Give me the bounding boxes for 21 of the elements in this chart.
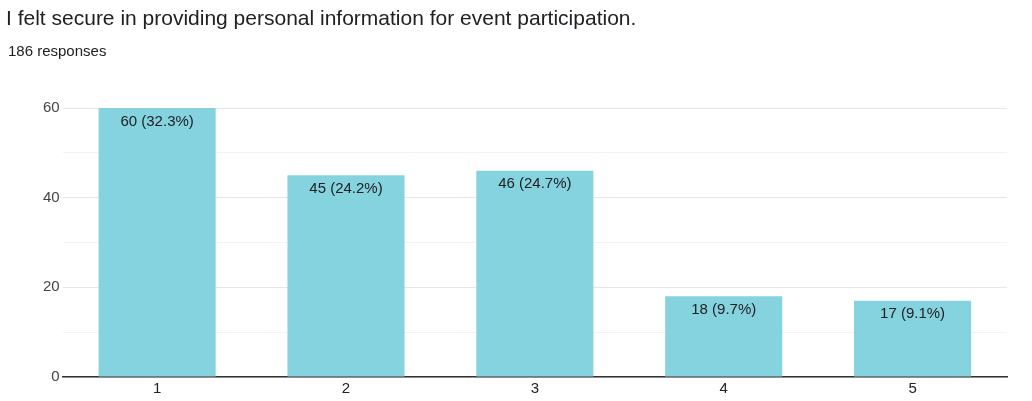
x-tick-label: 4 bbox=[719, 379, 728, 397]
x-tick-label: 1 bbox=[152, 379, 162, 397]
bar bbox=[476, 170, 594, 377]
bar bbox=[287, 175, 405, 377]
data-label: 18 (9.7%) bbox=[691, 299, 757, 317]
y-tick-label: 0 bbox=[51, 367, 60, 385]
y-tick-label: 60 bbox=[43, 98, 60, 116]
y-tick-label: 20 bbox=[43, 277, 60, 295]
data-label: 60 (32.3%) bbox=[120, 111, 194, 129]
data-label: 46 (24.7%) bbox=[498, 174, 572, 192]
bar bbox=[854, 300, 972, 377]
chart-title: I felt secure in providing personal information for event participation. bbox=[6, 6, 637, 30]
bar bbox=[98, 108, 216, 377]
bar bbox=[665, 296, 783, 377]
chart-subtitle: 186 responses bbox=[8, 42, 107, 59]
y-tick-label: 40 bbox=[43, 187, 60, 205]
x-tick-label: 3 bbox=[530, 379, 540, 397]
x-tick-label: 2 bbox=[341, 379, 351, 397]
data-label: 45 (24.2%) bbox=[309, 178, 383, 196]
x-tick-label: 5 bbox=[908, 379, 917, 397]
data-label: 17 (9.1%) bbox=[880, 304, 946, 322]
